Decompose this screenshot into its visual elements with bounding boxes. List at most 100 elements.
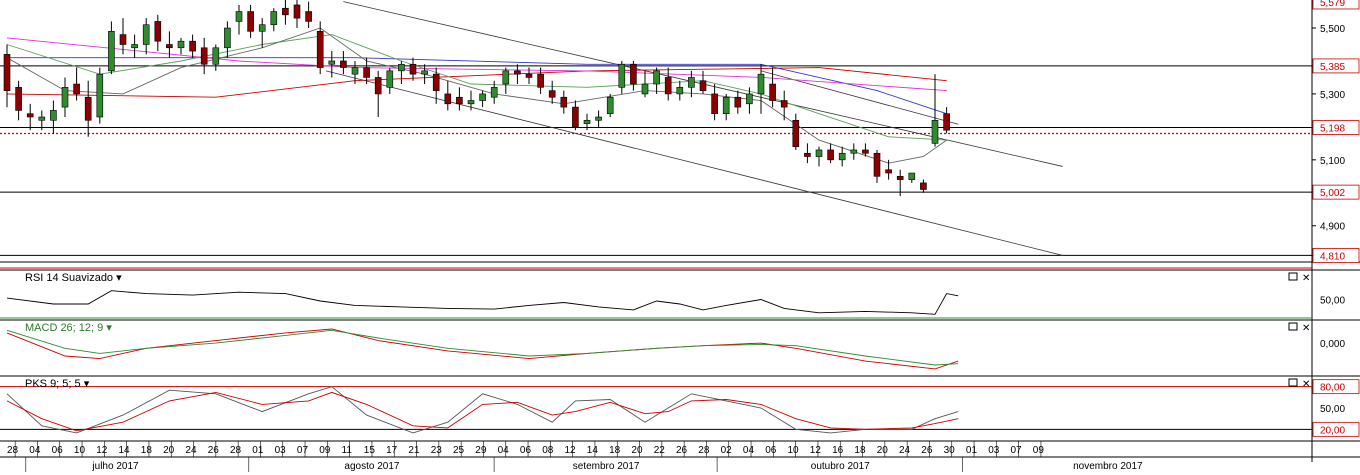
candle: [363, 57, 370, 85]
candle: [676, 80, 684, 101]
day-label: 12: [565, 445, 577, 456]
day-label: 20: [631, 445, 643, 456]
candle: [340, 51, 347, 75]
day-label: 20: [163, 445, 175, 456]
price-label: 5,385: [1320, 62, 1345, 73]
candle-body: [815, 149, 823, 157]
candle-body: [804, 152, 811, 157]
indicator-line: [6, 328, 959, 370]
candle: [386, 67, 394, 94]
candle: [618, 60, 626, 94]
candle-body: [653, 70, 660, 85]
indicator-y-label: 80,00: [1320, 383, 1345, 394]
candle-body: [84, 96, 92, 121]
day-label: 18: [141, 445, 153, 456]
candle: [769, 67, 776, 108]
candle-body: [908, 172, 916, 180]
day-label: 06: [52, 445, 64, 456]
day-label: 18: [609, 445, 621, 456]
candle: [84, 80, 92, 137]
close-icon: ✕: [1302, 323, 1310, 334]
candle: [838, 146, 846, 167]
candle: [711, 84, 718, 121]
day-label: 10: [74, 445, 86, 456]
candle: [606, 93, 614, 117]
candle-body: [479, 93, 486, 101]
candle-body: [885, 169, 892, 174]
candle: [154, 14, 162, 52]
day-label: 14: [587, 445, 599, 456]
candle-body: [537, 73, 544, 88]
candle: [664, 67, 672, 101]
candle: [920, 179, 927, 193]
day-label: 01: [252, 445, 264, 456]
candle-body: [630, 63, 637, 85]
candle: [398, 60, 405, 85]
day-label: 14: [119, 445, 131, 456]
price-label-box: [1312, 0, 1360, 10]
day-label: 12: [96, 445, 108, 456]
indicator-pane: PKS 9; 5; 5 ▾ ✕ 80,00 50,00 20,00: [0, 375, 1360, 437]
candle-body: [572, 106, 579, 128]
price-label-box: [1312, 248, 1360, 263]
candle: [815, 146, 823, 167]
candle-body: [792, 119, 800, 147]
candle: [862, 143, 869, 157]
candle: [734, 90, 742, 114]
maximize-icon: [1288, 272, 1298, 281]
candle: [490, 80, 498, 104]
candle-body: [525, 73, 533, 78]
day-label: 21: [408, 445, 420, 456]
candle: [119, 18, 127, 55]
maximize-icon: [1288, 322, 1298, 331]
day-label: 07: [297, 445, 309, 456]
indicator-pane: RSI 14 Suavizado ▾ ✕ 50,00: [0, 267, 1360, 319]
candle-body: [722, 96, 730, 114]
candle: [305, 1, 312, 29]
day-label: 01: [966, 445, 978, 456]
candle-body: [769, 83, 776, 101]
candle: [514, 64, 521, 85]
day-label: 15: [364, 445, 376, 456]
candle-body: [142, 24, 150, 45]
candle: [212, 44, 220, 71]
candle: [38, 110, 46, 131]
candle-body: [618, 63, 626, 88]
month-label: julho 2017: [91, 461, 139, 472]
price-label: 5,198: [1320, 124, 1345, 135]
candle-body: [3, 54, 11, 91]
day-label: 24: [899, 445, 911, 456]
candle: [908, 172, 916, 183]
candle-body: [456, 96, 463, 105]
candle-body: [247, 11, 254, 32]
candle-body: [409, 63, 417, 75]
candle-body: [270, 11, 278, 26]
candle-body: [131, 44, 138, 49]
candle-body: [386, 70, 394, 88]
candle: [688, 70, 695, 98]
close-icon: ✕: [1302, 379, 1310, 390]
indicator-title: MACD 26; 12; 9 ▾: [25, 322, 112, 334]
candle-body: [421, 70, 428, 75]
indicator-line: [6, 290, 959, 315]
indicator-line: [6, 391, 959, 432]
indicator-line: [6, 386, 959, 434]
candle-body: [293, 4, 301, 19]
candle: [166, 31, 173, 58]
day-label: 09: [319, 445, 331, 456]
day-label: 20: [877, 445, 889, 456]
day-label: 04: [29, 445, 41, 456]
day-label: 06: [765, 445, 777, 456]
candle-body: [711, 93, 718, 114]
day-label: 06: [520, 445, 532, 456]
candle-body: [432, 73, 440, 91]
candle: [943, 107, 950, 134]
candle-body: [931, 119, 939, 144]
candle: [931, 74, 939, 147]
month-label: setembro 2017: [573, 461, 640, 472]
candle: [421, 64, 428, 85]
candle-body: [595, 116, 602, 121]
indicator-title: RSI 14 Suavizado ▾: [25, 272, 122, 284]
indicator-line: [6, 329, 959, 366]
